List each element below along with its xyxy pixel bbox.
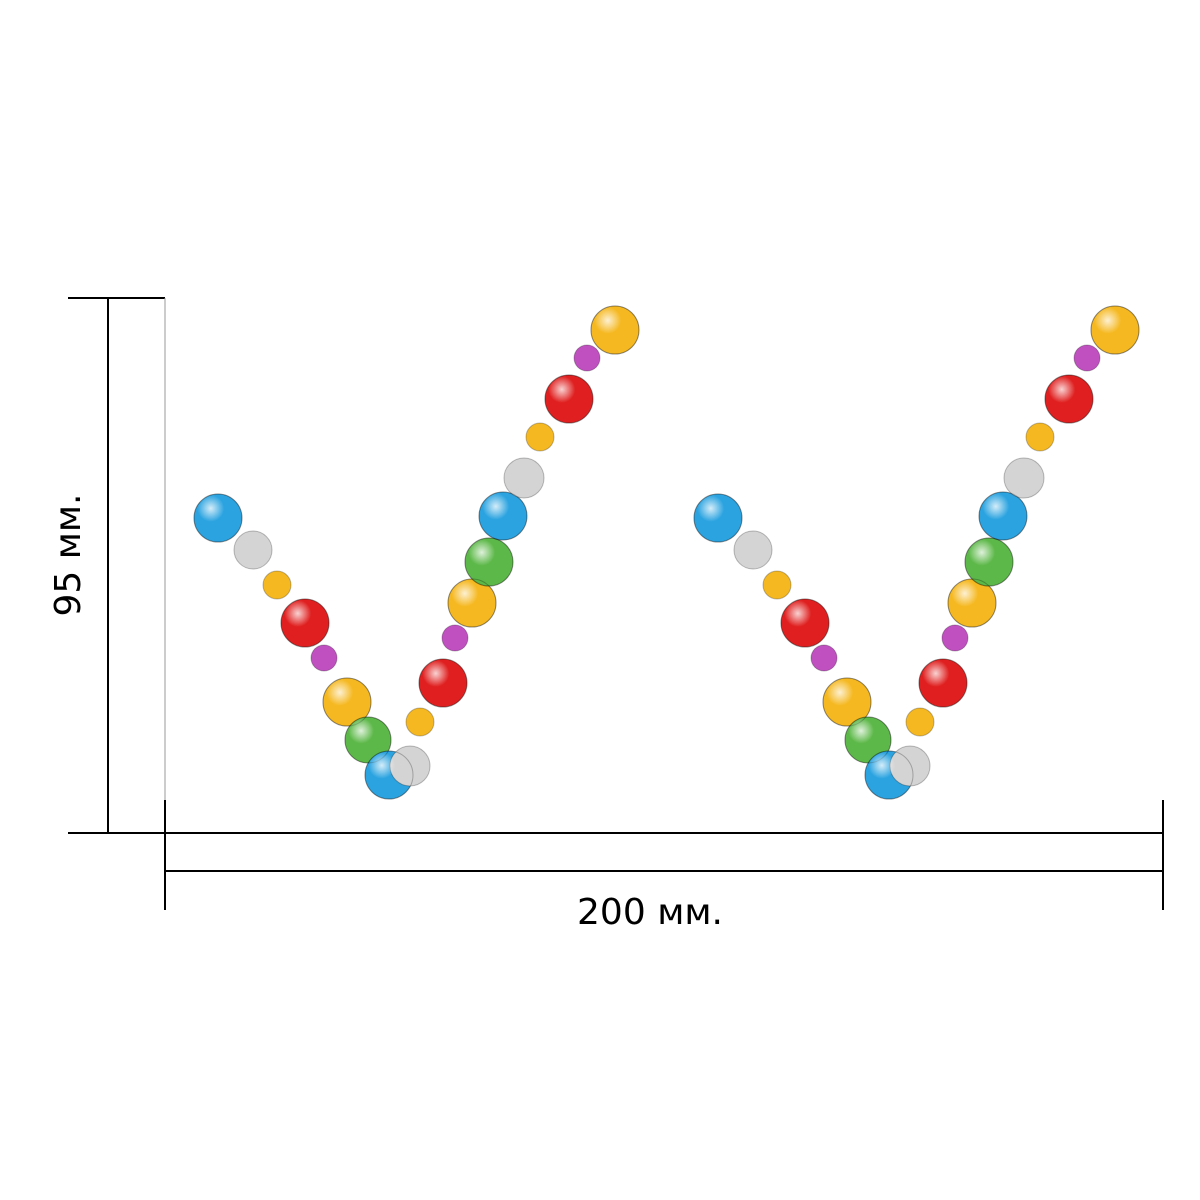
ornament-garland-copy <box>693 305 1140 800</box>
height-dimension: 95 мм. <box>48 297 166 834</box>
width-dimension: 200 мм. <box>164 800 1164 933</box>
height-label: 95 мм. <box>48 493 89 616</box>
ornament-garland <box>193 305 640 800</box>
width-label: 200 мм. <box>577 892 723 933</box>
